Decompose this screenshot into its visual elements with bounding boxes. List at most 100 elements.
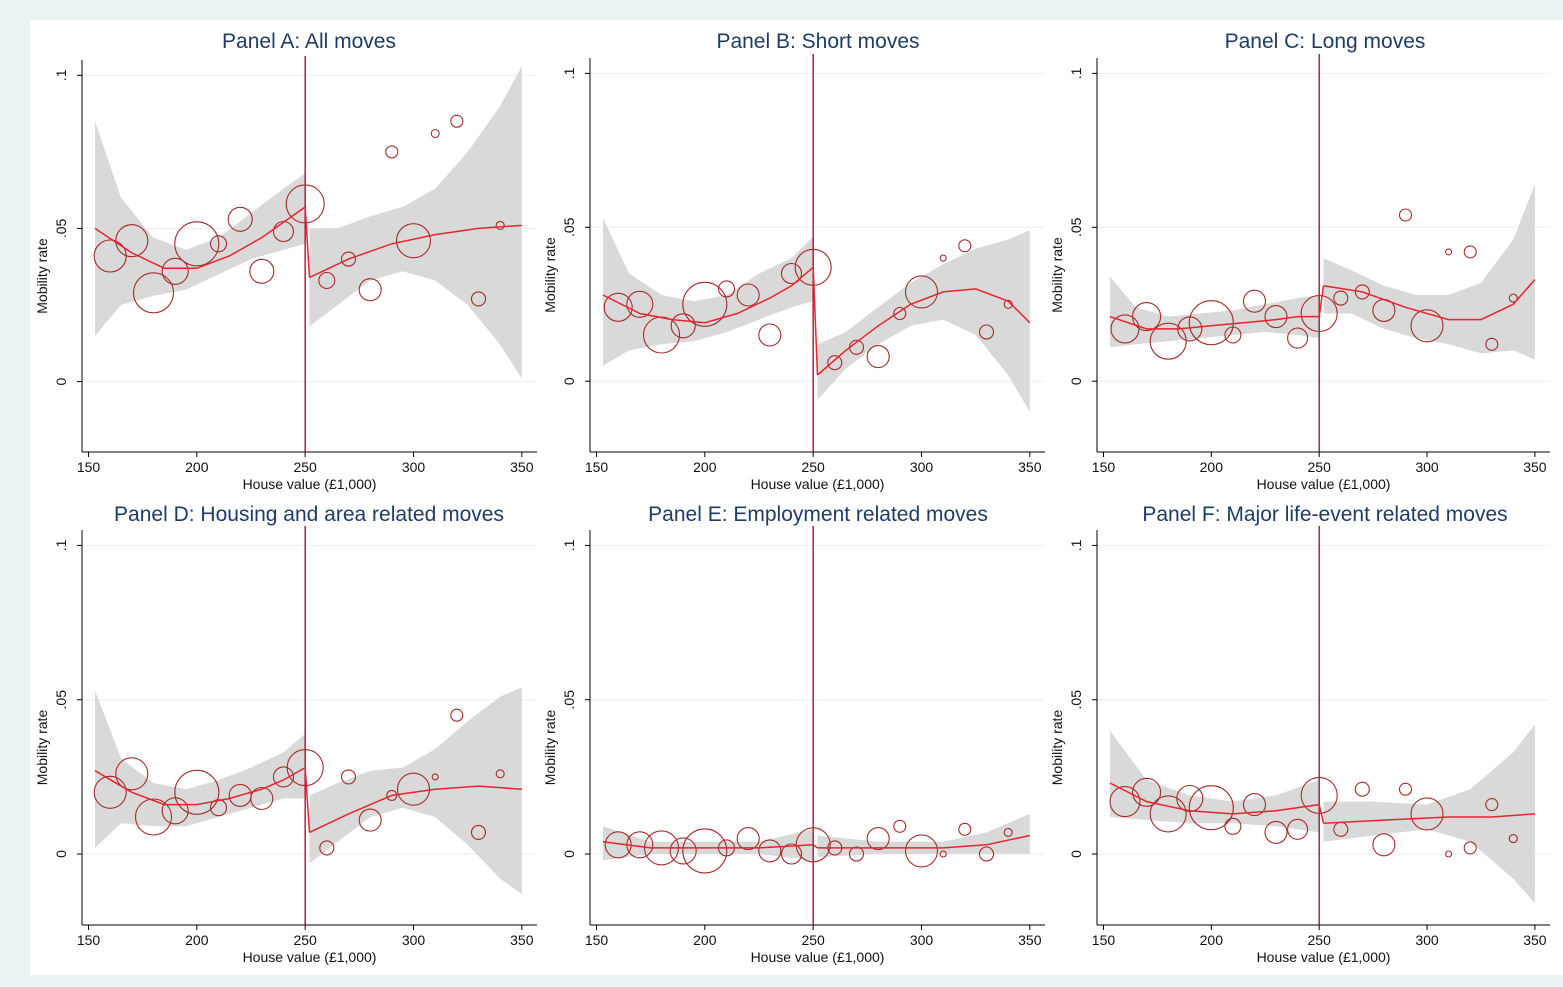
y-tick-label: .1 [561,539,577,551]
data-point [272,766,295,788]
data-point [286,749,324,787]
data-point [395,223,432,259]
y-axis-title: Mobility rate [542,237,558,313]
data-point [1287,818,1309,840]
y-tick-label: 0 [561,850,577,858]
x-tick-label: 200 [185,459,209,475]
y-tick-label: 0 [1068,850,1084,858]
x-tick-label: 300 [1415,932,1439,948]
data-point [1188,300,1234,346]
x-axis-title: House value (£1,000) [243,949,377,965]
panel-f: 0 .05 .1 150 200 250 300 350 House value (£1,000… [1049,503,1550,965]
y-tick-label: .05 [53,690,69,710]
data-point [209,235,228,253]
discontinuity-jump [304,206,311,278]
data-point [1485,798,1499,812]
data-point [978,324,995,340]
discontinuity-jump [1318,285,1325,317]
data-point [1149,322,1187,360]
x-tick-label: 150 [1092,932,1116,948]
data-point [1242,289,1267,313]
data-point [1287,327,1309,349]
data-point [450,114,464,128]
fit-line-right [1323,279,1536,321]
data-point [795,827,831,863]
data-point [866,827,890,851]
discontinuity-jump [812,267,819,376]
data-point [848,846,865,862]
data-point [669,837,697,865]
data-point [1508,293,1518,303]
confidence-band-left [603,826,814,861]
x-axis-title: House value (£1,000) [751,476,885,492]
fit-line-right [309,785,522,834]
data-point [780,262,803,285]
data-point [1300,776,1338,814]
data-point [385,145,399,159]
data-point [250,786,274,811]
data-point [431,773,439,781]
panel-title: Panel D: Housing and area related moves [114,503,504,526]
data-point [1109,786,1141,818]
data-point [1398,782,1413,796]
x-tick-label: 300 [910,459,934,475]
panel-a: 0 .05 .1 150 200 250 300 350 House value (£1,000… [34,30,537,492]
fit-line-left [602,266,814,324]
data-point [736,283,760,307]
panel-c: 0 .05 .1 150 200 250 300 350 House value (£1,000… [1049,30,1550,492]
data-point [958,822,972,836]
data-point [758,839,782,863]
x-tick-label: 250 [801,459,825,475]
data-point [1224,817,1242,835]
data-point [904,834,939,868]
data-point [670,313,696,339]
x-tick-label: 350 [510,459,534,475]
y-tick-label: .1 [561,67,577,79]
y-axis-title: Mobility rate [1049,710,1065,786]
panel-title: Panel B: Short moves [716,30,919,53]
data-point [717,280,736,298]
y-tick-label: .05 [53,218,69,238]
x-tick-label: 300 [910,932,934,948]
data-point [340,769,357,785]
data-point [958,239,972,253]
data-point [1372,833,1396,857]
confidence-band-right [1323,184,1535,360]
x-tick-label: 300 [402,932,426,948]
data-point [430,128,440,139]
data-point [1149,795,1187,833]
x-tick-label: 150 [585,932,609,948]
data-point [132,272,175,314]
x-tick-label: 300 [402,459,426,475]
confidence-band-left [95,690,306,848]
x-tick-label: 350 [1523,932,1547,948]
data-point [1188,785,1234,831]
x-tick-label: 250 [1308,932,1332,948]
data-point [319,840,335,856]
panel-d: 0 .05 .1 150 200 250 300 350 House value (£1,000… [34,503,537,965]
confidence-band-right [817,230,1030,412]
data-point [227,206,253,232]
y-axis-title: Mobility rate [1049,237,1065,313]
data-point [939,254,947,262]
x-tick-label: 250 [293,459,317,475]
data-point [1410,309,1444,343]
confidence-band-right [309,687,522,895]
data-point [358,278,382,302]
x-tick-label: 150 [77,459,101,475]
data-point [1354,781,1370,797]
data-point [1300,294,1338,333]
data-point [209,799,228,817]
confidence-band-left [603,218,814,366]
fit-line-left [94,206,306,270]
data-point [1398,208,1413,222]
y-axis-title: Mobility rate [34,710,50,786]
x-tick-label: 150 [585,459,609,475]
panel-title: Panel E: Employment related moves [648,503,988,526]
data-point [1132,777,1162,807]
discontinuity-jump [812,844,818,849]
data-point [174,221,220,267]
data-point [758,323,782,347]
data-point [318,271,336,290]
data-point [470,291,487,307]
